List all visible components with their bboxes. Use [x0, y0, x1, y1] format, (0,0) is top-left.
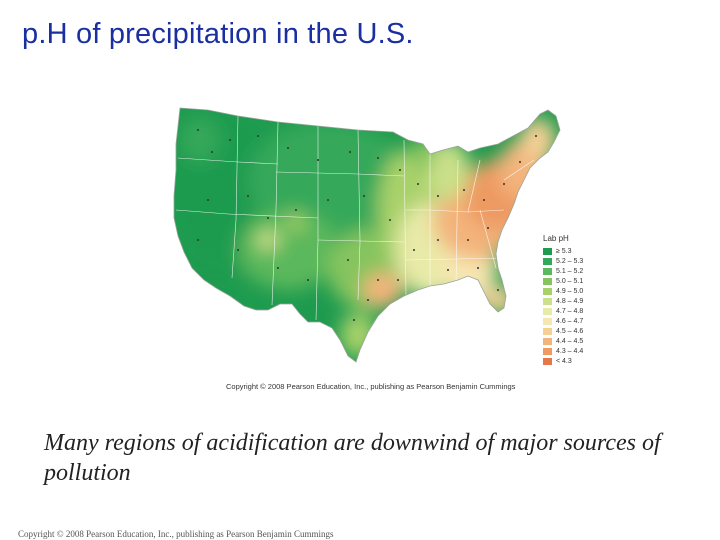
legend-label: 4.5 – 4.6	[556, 327, 584, 335]
legend-item: 4.5 – 4.6	[543, 326, 583, 336]
legend-swatch	[543, 357, 552, 365]
ph-gradient-fill	[174, 108, 560, 362]
legend-label: 4.8 – 4.9	[556, 297, 584, 305]
legend-swatch	[543, 257, 552, 265]
legend-swatch	[543, 347, 552, 355]
legend-item: 5.2 – 5.3	[543, 256, 583, 266]
legend-swatch	[543, 327, 552, 335]
top-border	[0, 0, 720, 4]
us-outline	[173, 107, 561, 363]
legend-label: 4.4 – 4.5	[556, 337, 584, 345]
us-map-graphic	[173, 107, 561, 363]
station-markers	[197, 129, 537, 321]
legend-item: 4.6 – 4.7	[543, 316, 583, 326]
legend-swatch	[543, 317, 552, 325]
legend-item: 4.8 – 4.9	[543, 296, 583, 306]
legend-item: 4.3 – 4.4	[543, 346, 583, 356]
legend-item: ≥ 5.3	[543, 246, 583, 256]
legend-label: 5.0 – 5.1	[556, 277, 584, 285]
legend-label: 5.1 – 5.2	[556, 267, 584, 275]
legend-item: 5.0 – 5.1	[543, 276, 583, 286]
legend-swatch	[543, 267, 552, 275]
legend-label: 5.2 – 5.3	[556, 257, 584, 265]
legend-item: 4.7 – 4.8	[543, 306, 583, 316]
legend-swatch	[543, 307, 552, 315]
legend-label: < 4.3	[556, 357, 572, 365]
ph-map	[168, 100, 588, 392]
legend-item: < 4.3	[543, 356, 583, 366]
legend-title: Lab pH	[543, 234, 569, 243]
map-legend: Lab pH ≥ 5.3 5.2 – 5.3 5.1 – 5.2 5.0 – 5.1 4…	[543, 234, 583, 366]
legend-label: 4.7 – 4.8	[556, 307, 584, 315]
legend-rows: ≥ 5.3 5.2 – 5.3 5.1 – 5.2 5.0 – 5.1 4.9 – 5.…	[543, 246, 583, 366]
slide-caption: Many regions of acidification are downwi…	[44, 430, 661, 486]
state-borders	[175, 115, 535, 321]
legend-label: 4.3 – 4.4	[556, 347, 584, 355]
legend-label: ≥ 5.3	[556, 247, 572, 255]
footer-copyright: Copyright © 2008 Pearson Education, Inc.…	[18, 529, 334, 539]
legend-swatch	[543, 287, 552, 295]
legend-swatch	[543, 277, 552, 285]
legend-label: 4.9 – 5.0	[556, 287, 584, 295]
slide-title: p.H of precipitation in the U.S.	[22, 18, 414, 50]
legend-label: 4.6 – 4.7	[556, 317, 584, 325]
legend-swatch	[543, 297, 552, 305]
map-copyright: Copyright © 2008 Pearson Education, Inc.…	[226, 382, 516, 391]
legend-swatch	[543, 247, 552, 255]
legend-item: 4.4 – 4.5	[543, 336, 583, 346]
legend-item: 5.1 – 5.2	[543, 266, 583, 276]
legend-item: 4.9 – 5.0	[543, 286, 583, 296]
legend-swatch	[543, 337, 552, 345]
